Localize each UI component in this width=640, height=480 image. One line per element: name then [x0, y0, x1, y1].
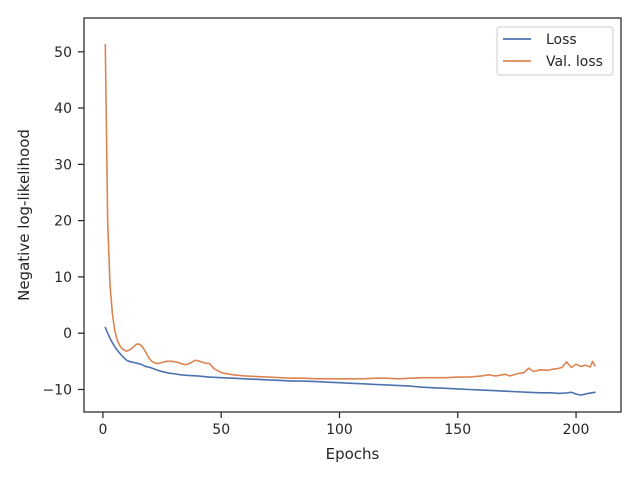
- y-tick-label: 10: [54, 270, 72, 286]
- y-tick-label: −10: [42, 382, 72, 398]
- series-layer: [104, 43, 596, 396]
- legend: Loss Val. loss: [496, 26, 614, 76]
- y-tick-label: 0: [63, 326, 72, 342]
- y-axis-label: Negative log-likelihood: [15, 129, 33, 301]
- x-tick-label: 0: [98, 422, 107, 438]
- plot-background: [84, 18, 621, 412]
- legend-label-loss: Loss: [546, 32, 577, 48]
- x-tick-label: 150: [444, 422, 471, 438]
- x-axis-ticks: 0 50 100 150 200: [98, 412, 589, 438]
- legend-label-val-loss: Val. loss: [546, 54, 603, 70]
- x-tick-label: 200: [563, 422, 590, 438]
- y-tick-label: 20: [54, 214, 72, 230]
- y-tick-label: 40: [54, 101, 72, 117]
- y-tick-label: 50: [54, 45, 72, 61]
- y-tick-label: 30: [54, 157, 72, 173]
- series-line-val-loss: [104, 43, 596, 380]
- plot-frame: [83, 17, 622, 413]
- x-axis-label: Epochs: [326, 445, 380, 463]
- x-tick-label: 100: [326, 422, 353, 438]
- x-tick-label: 50: [212, 422, 230, 438]
- series-line-loss: [104, 326, 596, 396]
- y-axis-ticks: −10 0 10 20 30 40 50: [42, 45, 84, 398]
